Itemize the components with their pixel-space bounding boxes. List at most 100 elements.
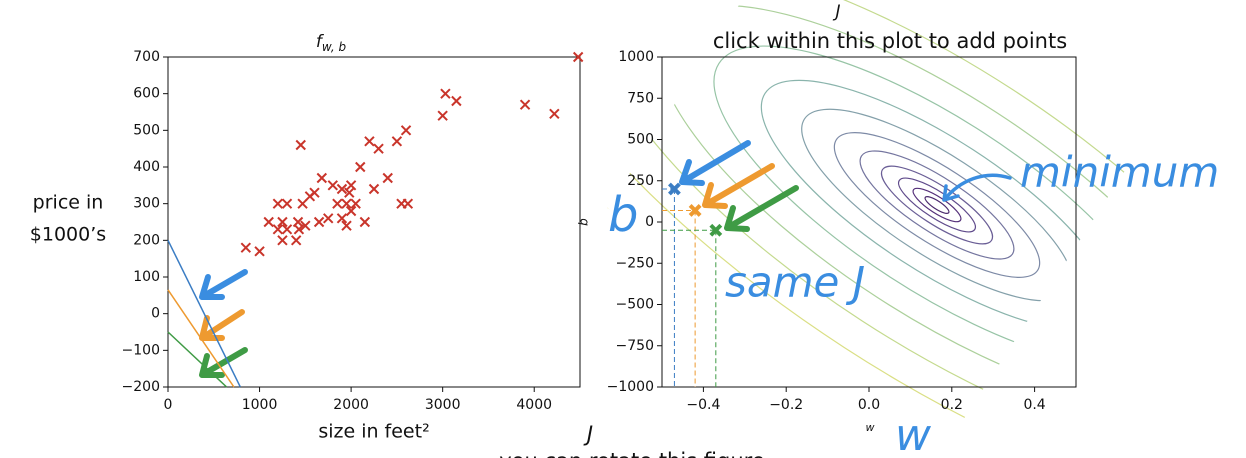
data-point — [400, 125, 412, 136]
right-axes — [661, 56, 1077, 388]
data-point — [332, 198, 343, 209]
point — [709, 223, 723, 237]
x-tick-label: −0.4 — [686, 397, 720, 413]
data-point — [440, 88, 451, 99]
contours — [607, 0, 1135, 434]
data-point — [272, 224, 284, 235]
data-point — [336, 213, 348, 224]
data-point — [295, 139, 306, 151]
right-xlabel: w — [866, 421, 875, 434]
y-tick-label: 400 — [133, 159, 160, 175]
footer-symbol: J — [583, 422, 593, 446]
y-tick-label: 200 — [133, 232, 160, 248]
data-point — [309, 187, 320, 198]
data-point — [437, 110, 448, 121]
y-tick-label: −1000 — [607, 379, 654, 395]
data-point — [359, 216, 371, 228]
left-ylabel: price in — [33, 192, 104, 214]
y-tick-label: −200 — [122, 379, 160, 395]
x-tick-label: 2000 — [333, 397, 369, 413]
data-point — [519, 99, 531, 110]
data-point — [355, 161, 366, 173]
x-tick-label: 0 — [164, 397, 173, 413]
data-point — [316, 172, 328, 184]
point — [688, 204, 702, 217]
y-tick-label: 1000 — [618, 49, 654, 65]
x-tick-label: 3000 — [425, 397, 461, 413]
y-tick-label: 600 — [133, 86, 160, 102]
y-tick-label: 500 — [627, 132, 654, 148]
title-main: f — [316, 32, 325, 52]
point — [668, 182, 681, 196]
y-tick-label: 0 — [151, 306, 160, 322]
data-point — [368, 183, 380, 195]
annotation: w — [895, 410, 932, 458]
x-tick-label: 4000 — [516, 397, 552, 413]
data-point — [293, 224, 305, 235]
left-xlabel: size in feet² — [318, 421, 429, 443]
model-line — [167, 240, 242, 388]
left-title: fw, b — [316, 32, 347, 54]
data-point — [313, 216, 325, 228]
y-tick-label: 250 — [627, 173, 654, 189]
annotation: same J — [725, 258, 865, 307]
x-tick-label: 0.2 — [941, 397, 963, 413]
data-point — [341, 198, 352, 209]
data-point — [272, 198, 284, 209]
model-line — [167, 289, 235, 388]
data-point — [402, 198, 414, 209]
data-point — [382, 172, 393, 184]
data-point — [277, 235, 288, 246]
right-ylabel: b — [577, 218, 591, 226]
data-point — [254, 246, 265, 257]
data-point — [277, 216, 288, 228]
data-point — [341, 220, 352, 231]
left-axes — [167, 56, 581, 388]
data-point — [549, 108, 560, 120]
data-point — [300, 220, 311, 231]
data-point — [327, 180, 339, 191]
data-point — [323, 213, 334, 224]
y-tick-label: 100 — [133, 269, 160, 285]
arrows — [199, 140, 799, 378]
data-point — [373, 143, 384, 154]
left-ylabel: $1000’s — [30, 224, 106, 246]
y-tick-label: −500 — [616, 297, 654, 313]
data-point — [336, 183, 348, 195]
data-point — [391, 136, 403, 147]
data-point — [290, 235, 302, 246]
x-tick-label: 0.4 — [1023, 397, 1045, 413]
right-subtitle: click within this plot to add points — [713, 29, 1067, 53]
y-tick-label: −100 — [122, 342, 160, 358]
data-point — [344, 187, 355, 198]
data-point — [281, 198, 293, 209]
annotation: minimum — [1020, 148, 1219, 197]
x-tick-label: 0.0 — [858, 397, 880, 413]
data-point — [345, 180, 357, 191]
x-tick-label: 1000 — [242, 397, 278, 413]
arrow — [942, 173, 1012, 202]
right-title: J — [832, 2, 840, 22]
x-tick-label: −0.2 — [769, 397, 803, 413]
y-tick-label: −250 — [616, 255, 654, 271]
title-sub: w, b — [322, 40, 347, 54]
y-tick-label: 300 — [133, 196, 160, 212]
footer-text: you can rotate this figure — [499, 449, 765, 458]
data-point — [281, 224, 293, 235]
data-point — [350, 198, 361, 209]
y-tick-label: −750 — [616, 338, 654, 354]
data-point — [240, 242, 252, 253]
data-point — [572, 51, 584, 63]
y-tick-label: 700 — [133, 49, 160, 65]
data-point — [364, 136, 375, 147]
y-tick-label: 0 — [645, 214, 654, 230]
data-point — [345, 205, 357, 217]
y-tick-label: 500 — [133, 122, 160, 138]
model-line — [167, 331, 228, 388]
annotation: b — [608, 187, 638, 243]
data-point — [451, 95, 462, 107]
y-tick-label: 750 — [627, 90, 654, 106]
data-point — [263, 216, 274, 228]
